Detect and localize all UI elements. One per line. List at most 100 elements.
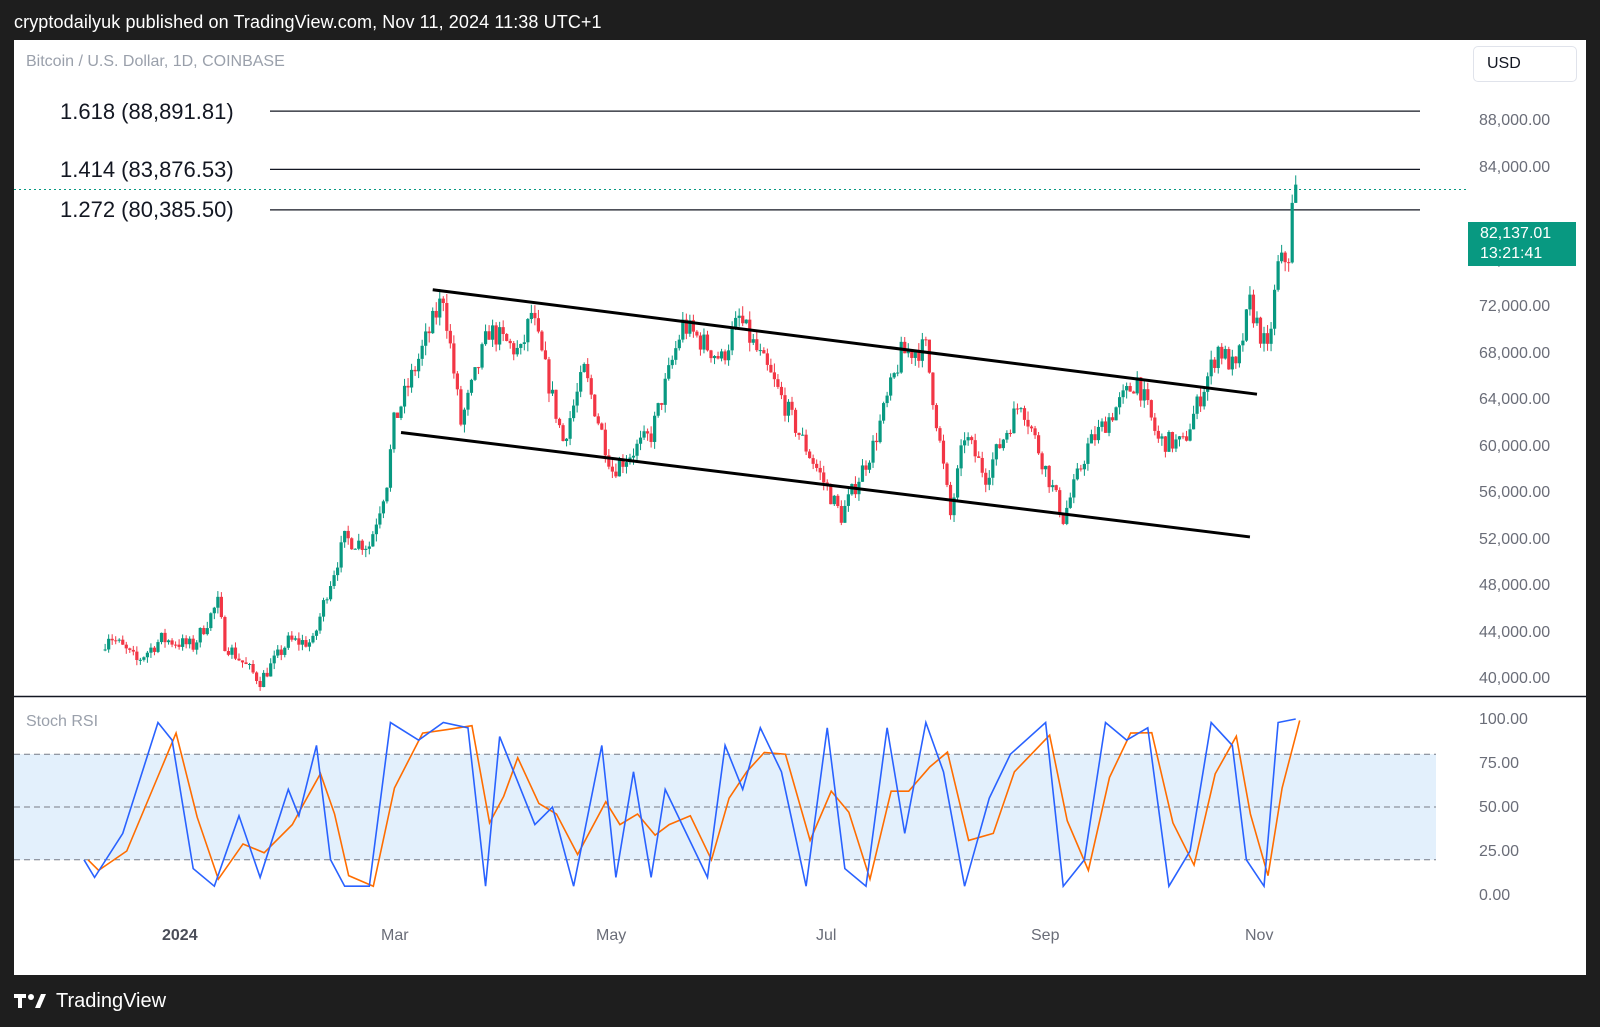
price-tick: 56,000.00 (1479, 484, 1551, 501)
candle-body (314, 630, 319, 636)
candle-body (934, 405, 939, 429)
candle-body (1061, 514, 1065, 524)
candle-body (1139, 377, 1143, 401)
time-tick-jul: Jul (816, 927, 837, 944)
price-tick: 44,000.00 (1479, 624, 1551, 641)
candle-body (1174, 439, 1178, 449)
candle-body (494, 325, 498, 345)
candle-body (1036, 435, 1041, 454)
candle-body (941, 440, 946, 464)
candle-body (364, 548, 368, 550)
candle-body (455, 373, 459, 390)
candle-body (269, 663, 273, 677)
candle-body (1153, 417, 1157, 431)
candle-body (1086, 443, 1090, 464)
candle-body (931, 372, 935, 406)
candle-body (480, 344, 484, 368)
candle-body (617, 460, 622, 477)
candle-body (973, 440, 977, 457)
oscillator-title: Stoch RSI (26, 713, 99, 730)
candle-body (1160, 436, 1164, 439)
chart-canvas[interactable] (14, 40, 1586, 975)
candle-body (1191, 413, 1196, 430)
candle-body (107, 638, 111, 650)
candle-body (843, 505, 847, 523)
candle-body (272, 655, 276, 664)
candle-body (765, 353, 769, 365)
candle-body (240, 660, 245, 663)
candle-body (1163, 436, 1167, 452)
candle-body (811, 458, 815, 464)
candle-body (1103, 421, 1108, 433)
candle-body (1262, 333, 1266, 344)
time-tick-nov: Nov (1245, 927, 1274, 944)
candle-body (399, 406, 403, 418)
candle-body (1230, 356, 1234, 370)
candle-body (149, 647, 153, 653)
candle-body (797, 432, 801, 435)
candle-body (751, 339, 755, 343)
candle-body (529, 312, 533, 320)
stoch-k-line (83, 718, 1296, 889)
candle-body (1029, 426, 1034, 429)
candle-body (582, 363, 586, 373)
candle-body (955, 468, 960, 498)
channel-line-upper (432, 288, 1258, 396)
candle-body (1287, 262, 1291, 264)
candle-body (860, 465, 865, 482)
candle-body (712, 355, 717, 359)
candle-body (593, 394, 597, 417)
candle-body (1202, 391, 1206, 407)
candle-body (959, 445, 963, 469)
candle-body (1209, 359, 1213, 377)
candle-body (255, 672, 259, 681)
candle-body (638, 437, 643, 444)
candle-body (1110, 417, 1115, 421)
price-tick: 68,000.00 (1479, 345, 1551, 362)
candle-body (1241, 340, 1245, 346)
tradingview-brand[interactable]: TradingView (14, 986, 166, 1016)
price-tick: 72,000.00 (1479, 298, 1551, 315)
candle-body (424, 331, 428, 346)
candle-body (230, 647, 234, 655)
candle-body (417, 358, 421, 372)
candle-body (117, 639, 121, 641)
candle-body (321, 600, 326, 617)
candle-body (572, 405, 576, 419)
candle-body (515, 347, 519, 355)
candle-body (145, 652, 150, 658)
candle-body (360, 540, 364, 550)
oscillator-tick: 100.00 (1479, 711, 1528, 728)
candle-body (938, 428, 942, 441)
candle-body (448, 330, 452, 344)
candle-body (244, 662, 248, 665)
candle-body (779, 386, 784, 396)
candle-body (977, 456, 981, 458)
currency-button[interactable]: USD (1473, 46, 1577, 82)
candle-body (786, 401, 791, 416)
candle-body (818, 467, 822, 473)
candle-body (1065, 507, 1069, 524)
candle-body (737, 315, 741, 318)
candle-body (512, 343, 516, 355)
candle-body (135, 651, 139, 660)
candle-body (1177, 436, 1182, 440)
candle-body (469, 379, 474, 393)
candle-body (473, 367, 477, 380)
candle-body (1044, 465, 1048, 470)
candle-body (984, 472, 988, 485)
candle-body (336, 567, 340, 576)
candle-body (1251, 294, 1256, 324)
candle-body (343, 530, 347, 543)
candle-body (114, 640, 118, 642)
candle-body (645, 431, 650, 434)
candle-body (1248, 294, 1252, 310)
candle-body (173, 644, 178, 646)
candle-body (836, 495, 840, 507)
candle-body (110, 638, 114, 641)
candle-body (487, 331, 491, 340)
candle-body (1170, 432, 1175, 449)
candle-body (874, 440, 879, 443)
candle-body (684, 319, 688, 334)
chart-panel[interactable]: Bitcoin / U.S. Dollar, 1D, COINBASE USD … (14, 40, 1586, 975)
